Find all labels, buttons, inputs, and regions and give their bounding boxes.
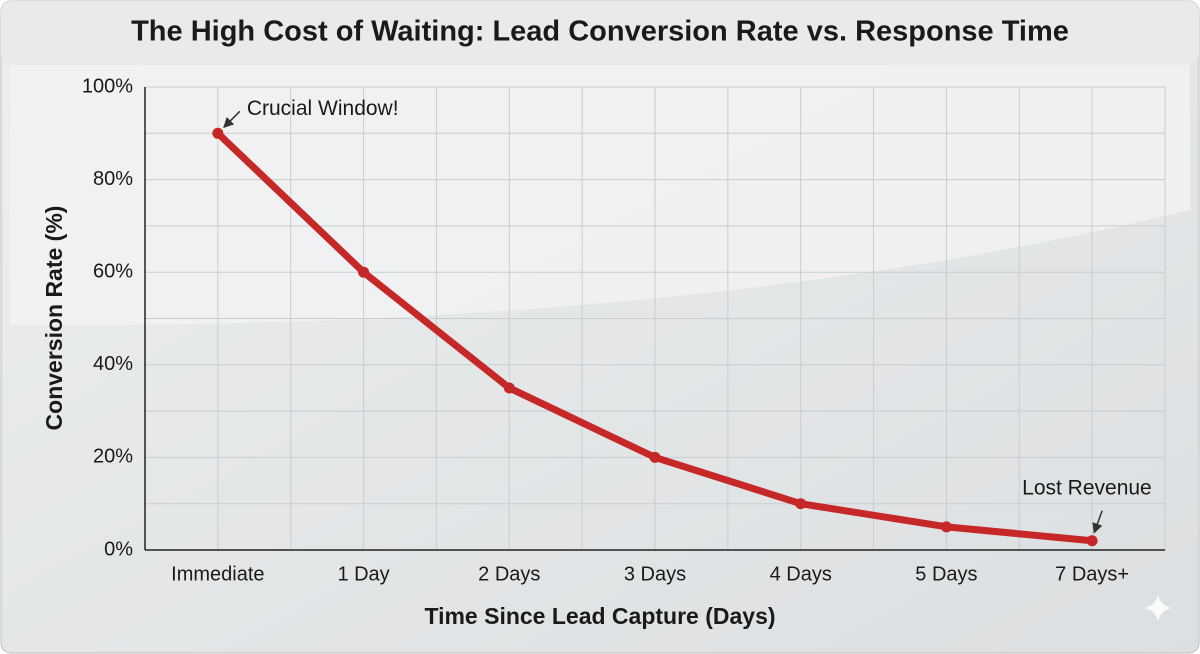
y-tick-label: 0%	[104, 538, 133, 560]
sparkle-icon	[1144, 594, 1172, 622]
data-point	[940, 521, 952, 533]
x-tick-label: 4 Days	[770, 563, 832, 585]
annotation: Lost Revenue	[1022, 476, 1152, 499]
annotation-arrow	[1092, 510, 1103, 534]
annotation: Crucial Window!	[247, 97, 399, 120]
data-point	[795, 498, 807, 510]
y-tick-label: 80%	[93, 168, 133, 190]
data-point	[649, 451, 661, 463]
x-tick-label: 7 Days+	[1055, 563, 1129, 585]
title-band	[1, 1, 1199, 65]
annotation-arrow	[223, 110, 241, 129]
y-tick-label: 100%	[82, 75, 133, 97]
data-point	[212, 127, 224, 139]
x-tick-label: 3 Days	[624, 563, 686, 585]
y-tick-label: 20%	[93, 446, 133, 468]
background-band	[10, 65, 1190, 326]
data-point	[358, 266, 370, 278]
x-tick-label: 5 Days	[915, 563, 977, 585]
x-tick-label: Immediate	[171, 563, 264, 585]
x-tick-label: 1 Day	[337, 563, 389, 585]
y-tick-label: 60%	[93, 260, 133, 282]
chart-title: The High Cost of Waiting: Lead Conversio…	[131, 16, 1069, 48]
x-tick-label: 2 Days	[478, 563, 540, 585]
x-axis-label: Time Since Lead Capture (Days)	[424, 603, 775, 629]
data-point	[1086, 535, 1098, 547]
y-axis-label: Conversion Rate (%)	[41, 206, 67, 431]
data-point	[503, 382, 515, 394]
y-tick-label: 40%	[93, 353, 133, 375]
